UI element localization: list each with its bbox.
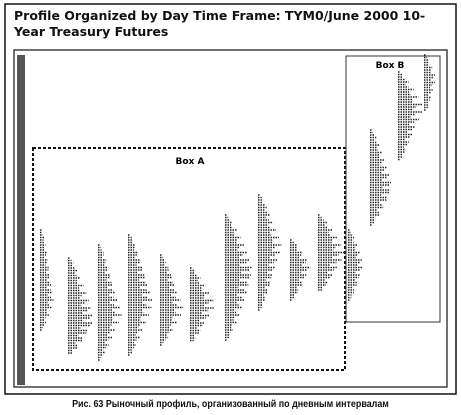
left-strip (17, 55, 25, 385)
plot-frame (13, 49, 448, 388)
profile (398, 71, 423, 161)
profile (370, 129, 391, 226)
profile (68, 257, 93, 354)
profile (128, 234, 153, 356)
box-label: Box A (176, 157, 205, 167)
caption: Рис. 63 Рыночный профиль, организованный… (72, 398, 389, 410)
profile (160, 254, 184, 346)
profile (348, 229, 363, 301)
profiles (40, 54, 435, 361)
title: Profile Organized by Day Time Frame: TYM… (14, 8, 426, 39)
profile (190, 267, 214, 342)
profile (318, 214, 345, 291)
profile (98, 244, 122, 361)
box-a (32, 147, 346, 371)
box-label: Box B (376, 61, 405, 71)
profile (40, 229, 54, 331)
profile (290, 239, 311, 301)
outer-frame (4, 3, 457, 395)
profile (258, 194, 282, 311)
profile (424, 54, 435, 111)
profile (225, 214, 252, 341)
box-b (345, 55, 441, 323)
